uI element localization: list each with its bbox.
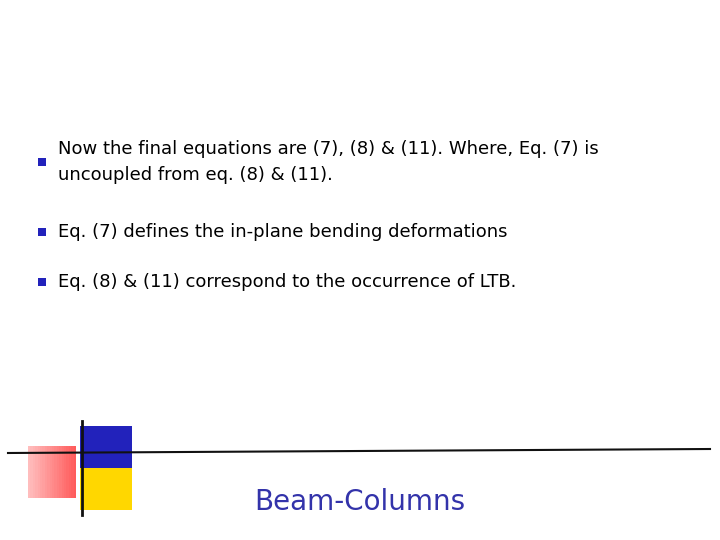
Bar — [33, 446, 35, 498]
Bar — [55, 446, 57, 498]
Bar — [45, 446, 48, 498]
Bar — [64, 446, 66, 498]
Bar — [42, 446, 45, 498]
Bar — [37, 446, 40, 498]
Text: Now the final equations are (7), (8) & (11). Where, Eq. (7) is
uncoupled from eq: Now the final equations are (7), (8) & (… — [58, 140, 599, 184]
Bar — [38, 228, 46, 236]
Bar — [66, 446, 69, 498]
Bar — [57, 446, 59, 498]
Bar — [59, 446, 62, 498]
Text: Eq. (8) & (11) correspond to the occurrence of LTB.: Eq. (8) & (11) correspond to the occurre… — [58, 273, 516, 291]
Bar — [71, 446, 73, 498]
Bar — [73, 446, 76, 498]
Bar — [30, 446, 33, 498]
Bar — [40, 446, 42, 498]
Bar — [38, 278, 46, 286]
Bar — [52, 446, 55, 498]
Bar — [80, 426, 132, 468]
Bar — [35, 446, 37, 498]
Text: Eq. (7) defines the in-plane bending deformations: Eq. (7) defines the in-plane bending def… — [58, 223, 508, 241]
Bar — [38, 158, 46, 166]
Bar — [50, 446, 52, 498]
Bar — [69, 446, 71, 498]
Text: Beam-Columns: Beam-Columns — [254, 488, 466, 516]
Bar — [80, 468, 132, 510]
Bar — [28, 446, 30, 498]
Bar — [62, 446, 64, 498]
Bar — [48, 446, 50, 498]
